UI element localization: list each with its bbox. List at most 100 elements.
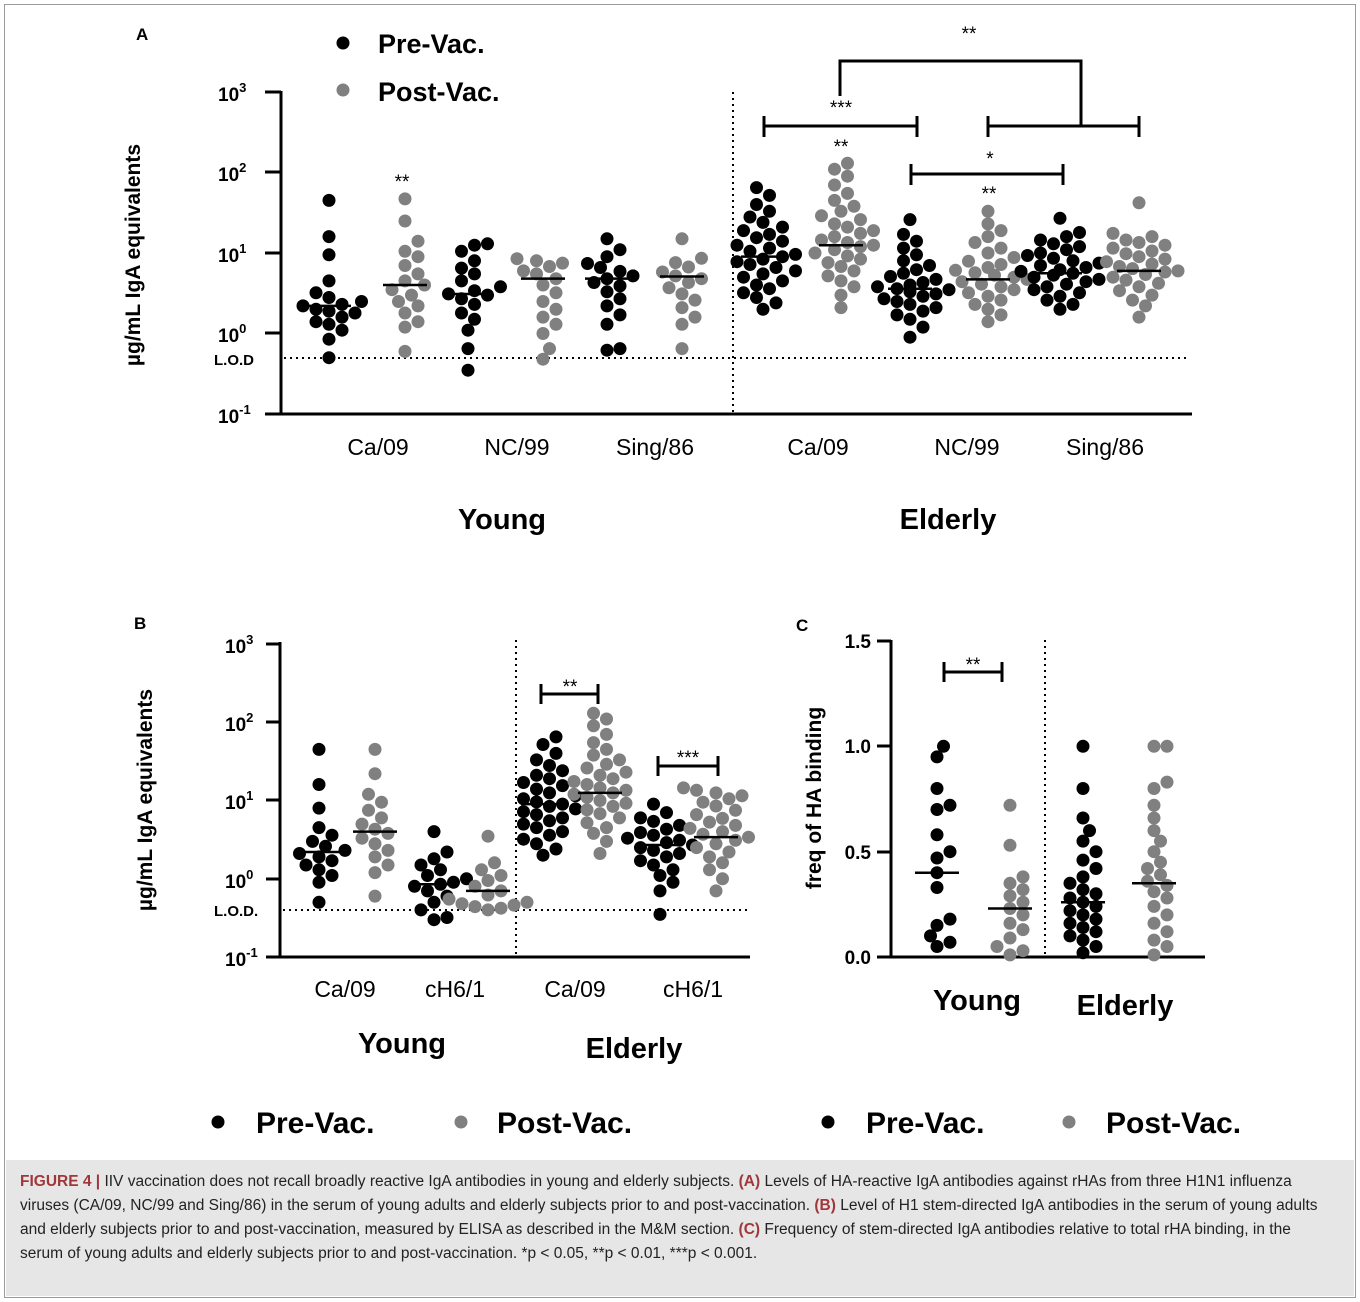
data-point [890,308,904,322]
data-point [1027,270,1041,284]
legend-bl-pre-label: Pre-Vac. [256,1107,374,1140]
data-point [884,270,897,283]
data-point [1089,940,1103,953]
data-point [312,778,326,791]
data-point [455,244,468,258]
data-point [530,808,543,822]
panel-b-xtick-2: cH6/1 [425,976,485,1002]
panel-a-points [296,156,1185,377]
data-point [1132,250,1146,264]
data-point [600,821,613,835]
data-point [841,220,854,234]
data-point [1126,262,1139,276]
data-point [1152,276,1165,290]
data-point [743,258,757,271]
panel-a-significance [762,59,1141,185]
data-point [716,825,729,839]
data-point [1154,834,1167,848]
data-point [468,254,481,268]
data-point [613,279,627,293]
data-point [903,213,917,227]
data-point [821,256,835,270]
panel-a-xtick-2: NC/99 [484,434,549,460]
data-point [1145,244,1159,258]
figure-svg: A B C Pre-Vac. Post-Vac. 103 102 101 100… [122,24,1241,1140]
data-point [1003,931,1017,945]
data-point [716,856,729,870]
data-point [530,768,543,782]
legend-bl-post-label: Post-Vac. [497,1107,632,1140]
data-point [619,765,633,779]
data-point [841,156,854,170]
data-point [871,280,884,294]
data-point [381,843,395,857]
data-point [750,231,763,245]
data-point [943,798,957,812]
data-point [517,264,530,278]
panel-label-a: A [136,25,148,44]
data-point [789,264,802,278]
data-point [709,837,723,851]
data-point [1021,249,1034,262]
data-point [536,848,550,862]
data-point [312,863,326,877]
data-point [381,826,395,840]
data-point [536,352,550,366]
data-point [322,274,336,288]
data-point [1076,946,1090,960]
data-point [368,822,382,836]
data-point [729,803,742,817]
data-point [968,236,982,249]
data-point [750,181,763,195]
data-point [600,317,614,331]
data-point [536,310,550,324]
legend-bottom-right: Pre-Vac. Post-Vac. [821,1107,1241,1140]
data-point [517,832,530,846]
data-point [556,779,569,793]
data-point [729,818,742,832]
data-point [414,858,428,872]
data-point [530,753,543,767]
panel-b-lod-label: L.O.D. [214,903,258,920]
data-point [1158,265,1172,279]
data-point [1147,782,1161,795]
data-point [536,278,550,292]
legend-br-pre-marker [821,1115,835,1129]
data-point [930,881,944,894]
panel-b-xtick-1: Ca/09 [314,976,375,1002]
data-point [1106,226,1120,240]
data-point [769,261,783,274]
data-point [1003,838,1017,852]
data-point [322,248,336,262]
data-point [662,281,676,295]
panel-c-ytick-1.5: 1.5 [845,632,872,653]
data-point [296,299,310,313]
data-point [1092,272,1106,286]
data-point [1089,862,1103,875]
data-point [841,236,854,249]
data-point [468,297,481,311]
data-point [828,230,841,244]
data-point [600,250,614,264]
data-point [763,227,776,241]
data-point [962,254,975,268]
figure-frame [4,4,1356,1298]
data-point [414,903,428,917]
data-point [1158,252,1172,266]
caption-text: IIV vaccination does not recall broadly … [100,1173,739,1190]
data-point [312,801,326,815]
data-point [910,263,923,277]
data-point [549,730,563,744]
panel-b-points [293,706,755,927]
data-point [1047,251,1060,265]
data-point [930,828,944,842]
data-point [1014,264,1028,278]
data-point [647,858,660,872]
panel-a-ytick-100: 102 [218,160,246,186]
data-point [703,863,716,877]
data-point [600,232,614,246]
data-point [981,230,995,244]
panel-b-significance [539,684,720,776]
data-point [312,742,326,756]
data-point [1003,948,1017,962]
